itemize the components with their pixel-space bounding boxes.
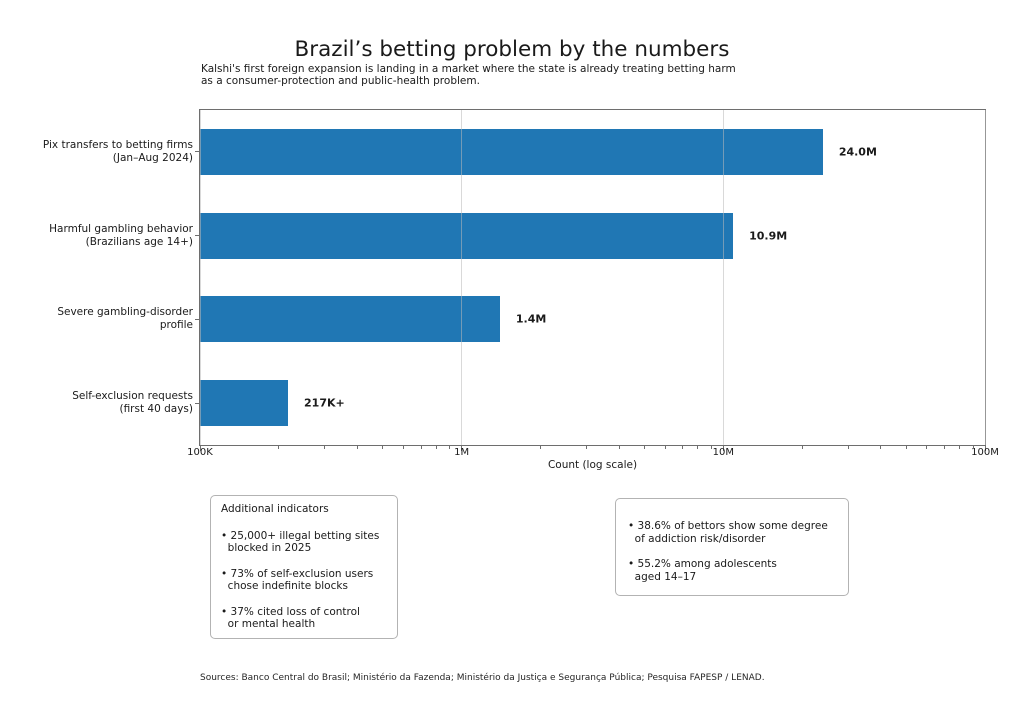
- x-minor-tick: [880, 446, 882, 449]
- indicator-bullet: • 38.6% of bettors show some degree of a…: [628, 520, 828, 545]
- y-category-label: Self-exclusion requests (first 40 days): [72, 390, 193, 416]
- bar: [200, 128, 823, 175]
- x-major-tick: [461, 446, 463, 451]
- indicator-bullet: • 73% of self-exclusion users chose inde…: [221, 567, 374, 593]
- x-tick-label: 10M: [712, 447, 735, 458]
- chart-title: Brazil’s betting problem by the numbers: [294, 37, 730, 62]
- chart-subtitle: Kalshi's first foreign expansion is land…: [201, 63, 736, 87]
- indicator-bullet: • 55.2% among adolescents aged 14–17: [628, 558, 777, 583]
- x-major-tick: [199, 446, 201, 451]
- x-minor-tick: [926, 446, 928, 449]
- y-category-label: Severe gambling-disorder profile: [57, 306, 193, 332]
- x-minor-tick: [972, 446, 974, 449]
- x-minor-tick: [682, 446, 684, 449]
- x-minor-tick: [539, 446, 541, 449]
- x-tick-label: 100K: [187, 447, 213, 458]
- additional-indicators-box: Additional indicators • 25,000+ illegal …: [210, 495, 398, 639]
- x-minor-tick: [278, 446, 280, 449]
- x-minor-tick: [586, 446, 587, 449]
- x-major-tick: [722, 446, 724, 451]
- bar-value-label: 1.4M: [515, 312, 547, 326]
- x-minor-tick: [324, 446, 326, 449]
- y-category-label: Pix transfers to betting firms (Jan–Aug …: [42, 138, 193, 164]
- x-minor-tick: [449, 446, 451, 449]
- x-minor-tick: [403, 446, 405, 449]
- x-minor-tick: [801, 446, 803, 449]
- y-tick: [195, 318, 200, 320]
- x-gridline: [461, 110, 463, 445]
- x-gridline: [722, 110, 724, 445]
- x-minor-tick: [847, 446, 849, 449]
- risk-statistics-box: • 38.6% of bettors show some degree of a…: [615, 498, 849, 596]
- plot-area: [199, 110, 986, 445]
- x-tick-label: 1M: [454, 447, 470, 458]
- indicator-bullet: • 37% cited loss of control or mental he…: [221, 605, 360, 631]
- x-minor-tick: [905, 446, 907, 449]
- x-tick-label: 100M: [971, 447, 999, 458]
- x-minor-tick: [943, 446, 945, 449]
- bar: [200, 212, 734, 259]
- x-minor-tick: [618, 446, 620, 449]
- sources-note: Sources: Banco Central do Brasil; Minist…: [200, 673, 765, 683]
- x-minor-tick: [420, 446, 422, 449]
- x-gridline: [199, 110, 201, 445]
- indicator-bullet: • 25,000+ illegal betting sites blocked …: [221, 529, 380, 555]
- x-minor-tick: [435, 446, 437, 449]
- y-category-label: Harmful gambling behavior (Brazilians ag…: [49, 222, 193, 248]
- y-tick: [195, 402, 200, 404]
- x-minor-tick: [644, 446, 646, 449]
- bar: [200, 296, 500, 343]
- x-minor-tick: [697, 446, 699, 449]
- bar: [200, 380, 289, 427]
- y-tick: [195, 235, 200, 237]
- x-minor-tick: [959, 446, 961, 449]
- x-minor-tick: [664, 446, 666, 449]
- bar-value-label: 24.0M: [838, 145, 877, 159]
- bar-value-label: 217K+: [304, 396, 345, 410]
- y-tick: [195, 151, 200, 153]
- additional-indicators-title: Additional indicators: [221, 503, 329, 515]
- x-gridline: [984, 110, 986, 445]
- x-major-tick: [984, 446, 986, 451]
- bar-value-label: 10.9M: [749, 229, 788, 243]
- x-minor-tick: [357, 446, 359, 449]
- x-minor-tick: [382, 446, 384, 449]
- x-minor-tick: [710, 446, 712, 449]
- x-axis-label: Count (log scale): [547, 459, 638, 471]
